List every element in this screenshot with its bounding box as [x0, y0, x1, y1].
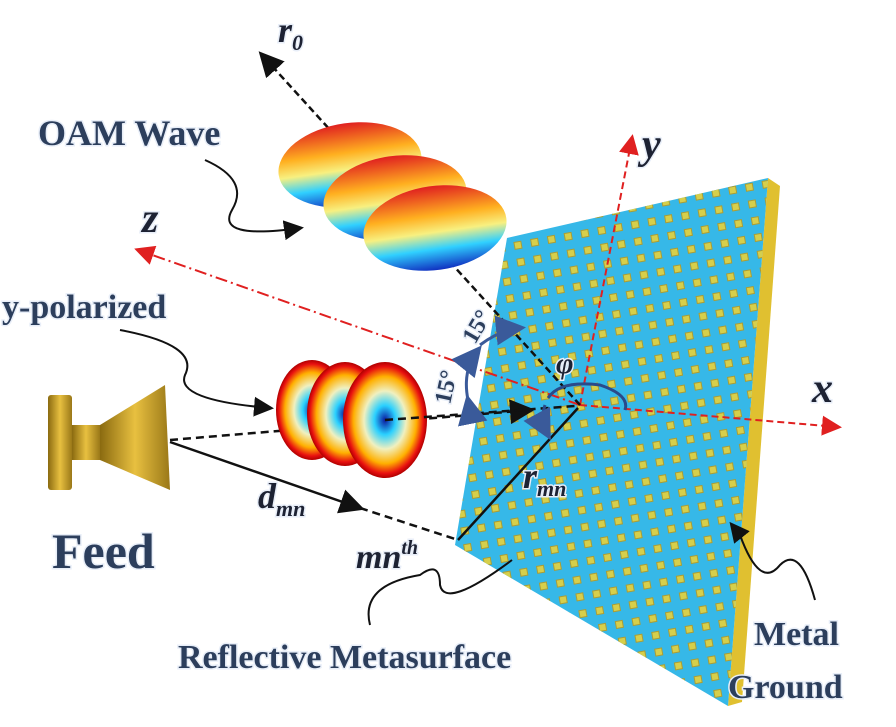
d-mn-label: dmn	[258, 476, 305, 521]
d-mn-dash	[359, 506, 459, 542]
feed-horn	[48, 385, 170, 490]
z-label: z	[140, 196, 159, 242]
metal-ground-label: Ground	[728, 669, 843, 706]
x-label: x	[811, 366, 833, 412]
r0-label: r0	[278, 10, 303, 55]
angle-arc	[451, 345, 488, 427]
oam-lobes	[278, 122, 507, 271]
y-polarized-label: y-polarized	[2, 289, 166, 326]
phi-label: φ	[556, 347, 574, 380]
annotation-curves	[119, 159, 816, 626]
angle-label: 15°	[430, 368, 462, 406]
y-axis	[579, 134, 639, 406]
unit-cells	[455, 178, 768, 706]
phi-arc	[543, 382, 628, 435]
z-axis	[134, 245, 581, 406]
x-axis	[579, 404, 842, 436]
oam-wave-label: OAM Wave	[38, 113, 220, 153]
mn-th-label: mnth	[356, 537, 418, 576]
angle-arc	[479, 315, 526, 347]
feed-label: Feed	[52, 523, 155, 579]
metal-ground-label: Metal	[754, 616, 839, 653]
y-label: y	[637, 122, 661, 168]
r-mn-label: rmn	[523, 456, 566, 501]
metal-ground-edge	[728, 178, 780, 706]
metasurface-label: Reflective Metasurface	[178, 639, 511, 676]
d-mn-arrow	[169, 440, 365, 514]
